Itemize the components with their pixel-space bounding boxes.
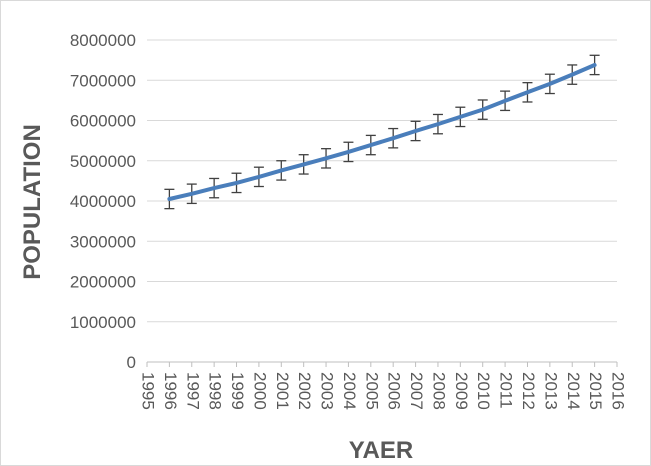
x-tick-label: 1997 — [183, 372, 202, 410]
x-tick-label: 2008 — [429, 372, 448, 410]
y-tick-label: 8000000 — [70, 31, 136, 50]
x-tick-label: 2010 — [474, 372, 493, 410]
y-tick-label: 1000000 — [70, 313, 136, 332]
series-line-0 — [167, 63, 597, 201]
x-tick-label: 2012 — [519, 372, 538, 410]
x-tick-label: 2006 — [385, 372, 404, 410]
x-axis-title: YAER — [349, 437, 413, 464]
x-tick-label: 2013 — [541, 372, 560, 410]
x-tick-label: 2009 — [452, 372, 471, 410]
x-tick-label: 1995 — [139, 372, 158, 410]
y-tick-label: 7000000 — [70, 71, 136, 90]
y-tick-label: 2000000 — [70, 273, 136, 292]
x-tick-label: 2004 — [340, 372, 359, 410]
x-tick-label: 2015 — [586, 372, 605, 410]
x-tick-label: 2016 — [609, 372, 628, 410]
x-tick-label: 2001 — [273, 372, 292, 410]
x-tick-label: 1996 — [161, 372, 180, 410]
x-tick-label: 1999 — [228, 372, 247, 410]
x-tick-label: 2007 — [407, 372, 426, 410]
y-tick-labels: 0 1000000 2000000 3000000 4000000 5000000 6000… — [70, 31, 136, 372]
x-tick-label: 1998 — [206, 372, 225, 410]
y-tick-label: 4000000 — [70, 192, 136, 211]
x-tick-labels: 1995 1996 1997 1998 1999 2000 2001 2002 2003 2004… — [139, 372, 628, 410]
x-tick-label: 2011 — [497, 372, 516, 409]
y-axis-title: POPULATION — [19, 124, 46, 280]
y-tick-label: 0 — [127, 353, 136, 372]
x-tick-label: 2000 — [250, 372, 269, 410]
y-tick-label: 6000000 — [70, 112, 136, 131]
x-tick-label: 2002 — [295, 372, 314, 410]
x-tick-label: 2014 — [564, 372, 583, 410]
series-lines — [167, 63, 597, 201]
x-axis — [146, 361, 618, 367]
x-tick-label: 2003 — [318, 372, 337, 410]
y-tick-label: 5000000 — [70, 152, 136, 171]
gridlines — [147, 39, 617, 323]
x-tick-label: 2005 — [362, 372, 381, 410]
y-tick-label: 3000000 — [70, 232, 136, 251]
